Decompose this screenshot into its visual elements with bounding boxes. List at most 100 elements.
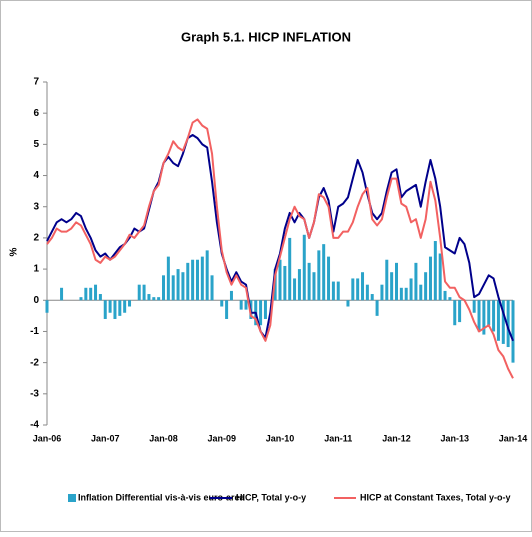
y-tick-label: 2 — [33, 233, 39, 244]
bar — [94, 284, 98, 301]
x-tick-label: Jan-12 — [382, 433, 411, 443]
y-tick-label: 7 — [33, 77, 39, 88]
bar — [492, 300, 496, 332]
bar — [200, 256, 204, 301]
bar — [501, 300, 505, 344]
bar — [79, 297, 83, 301]
y-tick-label: -3 — [30, 388, 39, 399]
bar — [361, 272, 365, 301]
y-tick-label: 0 — [33, 295, 39, 306]
y-tick-label: 6 — [33, 108, 39, 119]
bar — [157, 297, 161, 301]
bar — [205, 250, 209, 301]
bar — [482, 300, 486, 335]
x-tick-label: Jan-07 — [91, 433, 120, 443]
bar — [142, 284, 146, 301]
bar — [195, 259, 199, 301]
bar — [385, 259, 389, 301]
x-tick-label: Jan-11 — [324, 433, 352, 443]
bar — [220, 300, 224, 307]
x-tick-label: Jan-08 — [149, 433, 178, 443]
bar — [123, 300, 127, 313]
bar — [511, 300, 515, 363]
bar — [239, 300, 243, 310]
bar — [472, 300, 476, 313]
bar — [409, 278, 413, 301]
y-axis-label: % — [9, 247, 20, 256]
bar — [375, 300, 379, 316]
bar — [390, 272, 394, 301]
bar — [176, 269, 180, 301]
bar — [225, 300, 229, 319]
bar — [244, 300, 248, 310]
y-tick-label: 3 — [33, 201, 39, 212]
bar — [263, 300, 267, 319]
bar — [181, 272, 185, 301]
bar — [322, 244, 326, 301]
bar — [458, 300, 462, 323]
bar — [293, 278, 297, 301]
x-tick-label: Jan-09 — [207, 433, 236, 443]
bar — [487, 300, 491, 326]
bar — [166, 256, 170, 301]
bar — [89, 287, 93, 301]
bar — [137, 284, 141, 301]
y-tick-label: 4 — [33, 170, 39, 181]
line — [46, 118, 514, 379]
y-tick-label: 5 — [33, 139, 39, 150]
bar — [453, 300, 457, 326]
bar — [395, 262, 398, 301]
legend-label: HICP at Constant Taxes, Total y-o-y — [360, 492, 511, 502]
x-tick-label: Jan-14 — [499, 433, 528, 443]
bar — [186, 262, 190, 301]
bar — [443, 290, 447, 301]
legend-swatch — [68, 494, 76, 502]
bar — [210, 275, 214, 301]
bar — [259, 300, 263, 326]
bar — [60, 287, 64, 301]
bar — [327, 256, 331, 301]
bar — [404, 287, 408, 301]
y-tick-label: -4 — [30, 420, 39, 431]
bar — [312, 272, 316, 301]
legend-label: Inflation Differential vis-à-vis euro-ar… — [78, 492, 246, 502]
bar — [118, 300, 122, 316]
bar — [191, 259, 195, 301]
bar — [477, 300, 481, 332]
bar — [496, 300, 500, 341]
bar — [171, 275, 175, 301]
bar — [302, 234, 306, 301]
bar — [317, 250, 321, 301]
bar — [113, 300, 117, 319]
bar — [108, 300, 112, 313]
bar — [84, 287, 88, 301]
bar — [346, 300, 350, 307]
bar — [288, 237, 292, 301]
bar — [307, 262, 311, 301]
y-tick-label: 1 — [33, 264, 39, 275]
bar — [419, 284, 423, 301]
bar — [448, 297, 452, 301]
x-tick-label: Jan-06 — [33, 433, 62, 443]
bar — [283, 265, 287, 301]
y-tick-label: -1 — [30, 326, 39, 337]
x-tick-label: Jan-10 — [266, 433, 295, 443]
bar — [152, 297, 156, 301]
bar — [365, 284, 369, 301]
bar — [336, 281, 340, 301]
bar — [103, 300, 107, 319]
bar — [414, 262, 418, 301]
bar — [351, 278, 355, 301]
bar — [356, 278, 360, 301]
bar — [45, 300, 49, 313]
y-tick-label: -2 — [30, 357, 39, 368]
bar — [162, 275, 165, 301]
bar — [147, 294, 151, 301]
bar — [98, 294, 102, 301]
bar — [438, 253, 442, 301]
bar — [399, 287, 403, 301]
bar — [370, 294, 374, 301]
